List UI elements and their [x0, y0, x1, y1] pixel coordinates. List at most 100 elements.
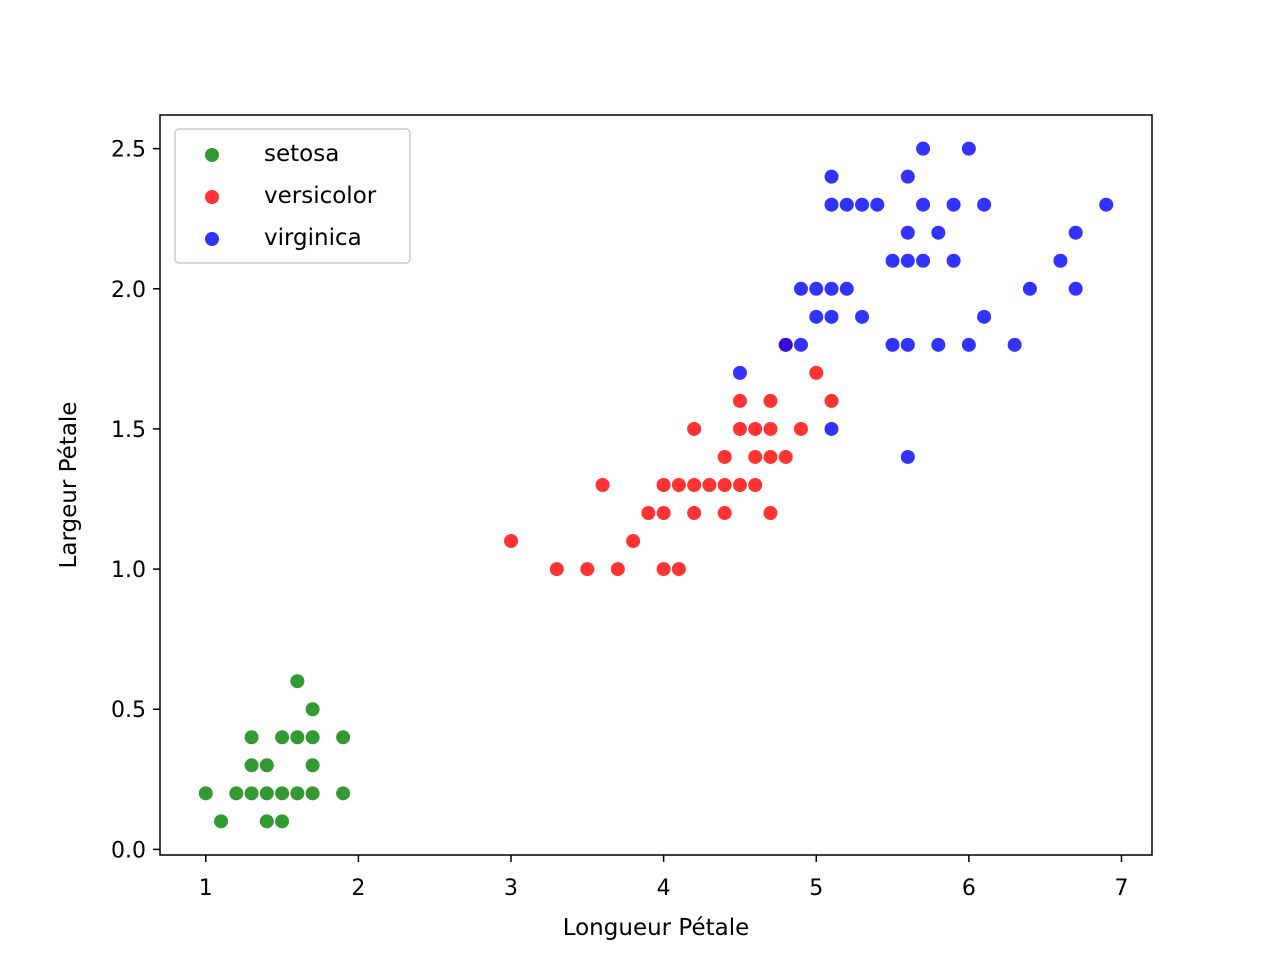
virginica-point [809, 281, 824, 296]
setosa-point [305, 730, 320, 745]
virginica-point [946, 197, 961, 212]
setosa-point [336, 786, 351, 801]
y-tick-label: 2.5 [111, 138, 146, 163]
versicolor-point [732, 421, 747, 436]
versicolor-point [763, 449, 778, 464]
y-tick-label: 1.0 [111, 558, 146, 583]
versicolor-point [671, 562, 686, 577]
virginica-point [946, 253, 961, 268]
setosa-point [244, 758, 259, 773]
legend-label-virginica: virginica [264, 225, 362, 251]
legend: setosa versicolor virginica [174, 128, 411, 264]
virginica-point [1099, 197, 1114, 212]
virginica-point [824, 169, 839, 184]
setosa-point [259, 786, 274, 801]
versicolor-point [687, 506, 702, 521]
y-axis-label: Largeur Pétale [56, 402, 82, 569]
virginica-point [824, 281, 839, 296]
virginica-point [900, 169, 915, 184]
y-tick-label: 1.5 [111, 418, 146, 443]
virginica-point [961, 141, 976, 156]
versicolor-point [778, 449, 793, 464]
versicolor-point [763, 506, 778, 521]
versicolor-point [717, 506, 732, 521]
versicolor-point [656, 562, 671, 577]
versicolor-point [793, 421, 808, 436]
virginica-point [732, 365, 747, 380]
virginica-point [900, 449, 915, 464]
versicolor-point [610, 562, 625, 577]
virginica-point [824, 309, 839, 324]
versicolor-point [717, 478, 732, 492]
versicolor-point [687, 421, 702, 436]
x-tick-label: 1 [199, 876, 213, 901]
legend-label-versicolor: versicolor [264, 183, 377, 209]
x-tick-label: 7 [1114, 876, 1128, 901]
setosa-point [290, 674, 305, 689]
virginica-point [931, 225, 946, 240]
setosa-point [259, 814, 274, 829]
virginica-point [1068, 281, 1083, 296]
virginica-point [885, 337, 900, 352]
setosa-point [336, 730, 351, 745]
legend-marker-versicolor [205, 190, 219, 204]
virginica-point [839, 281, 854, 296]
virginica-point [855, 197, 870, 212]
virginica-point [1022, 281, 1037, 296]
setosa-point [275, 730, 290, 745]
versicolor-point [824, 393, 839, 408]
versicolor-point [626, 534, 641, 549]
setosa-point [275, 786, 290, 801]
virginica-point [931, 337, 946, 352]
versicolor-point [656, 506, 671, 521]
versicolor-point [763, 421, 778, 436]
setosa-point [198, 786, 213, 801]
virginica-point [977, 197, 992, 212]
setosa-point [275, 814, 290, 829]
versicolor-point [671, 478, 686, 492]
versicolor-point [809, 365, 824, 380]
versicolor-point [641, 506, 656, 521]
setosa-point [214, 814, 229, 829]
legend-box [174, 128, 411, 264]
versicolor-point [702, 478, 717, 492]
virginica-point [961, 337, 976, 352]
plot-frame [159, 114, 1153, 856]
versicolor-point [763, 393, 778, 408]
x-tick-label: 4 [657, 876, 671, 901]
setosa-point [259, 758, 274, 773]
setosa-point [305, 786, 320, 801]
setosa-point [305, 702, 320, 717]
setosa-point [290, 786, 305, 801]
virginica-point [793, 281, 808, 296]
x-tick-label: 3 [504, 876, 518, 901]
legend-marker-setosa [205, 148, 219, 162]
virginica-point [839, 197, 854, 212]
virginica-point [977, 309, 992, 324]
y-tick-label: 0.0 [111, 838, 146, 863]
virginica-point [900, 337, 915, 352]
y-tick-label: 0.5 [111, 698, 146, 723]
versicolor-point [549, 562, 564, 577]
virginica-point [793, 337, 808, 352]
virginica-point [778, 337, 793, 352]
versicolor-point [717, 449, 732, 464]
versicolor-point [748, 449, 763, 464]
versicolor-point [656, 478, 671, 492]
virginica-point [809, 309, 824, 324]
x-axis-label: Longueur Pétale [563, 915, 750, 941]
legend-label-setosa: setosa [264, 141, 339, 167]
virginica-point [870, 197, 885, 212]
x-tick-label: 5 [809, 876, 823, 901]
virginica-point [1053, 253, 1068, 268]
setosa-point [244, 730, 259, 745]
versicolor-point [748, 421, 763, 436]
data-points [198, 141, 1114, 829]
virginica-point [916, 141, 931, 156]
versicolor-point [732, 478, 747, 492]
setosa-point [305, 758, 320, 773]
setosa-point [229, 786, 244, 801]
virginica-point [855, 309, 870, 324]
virginica-point [900, 253, 915, 268]
